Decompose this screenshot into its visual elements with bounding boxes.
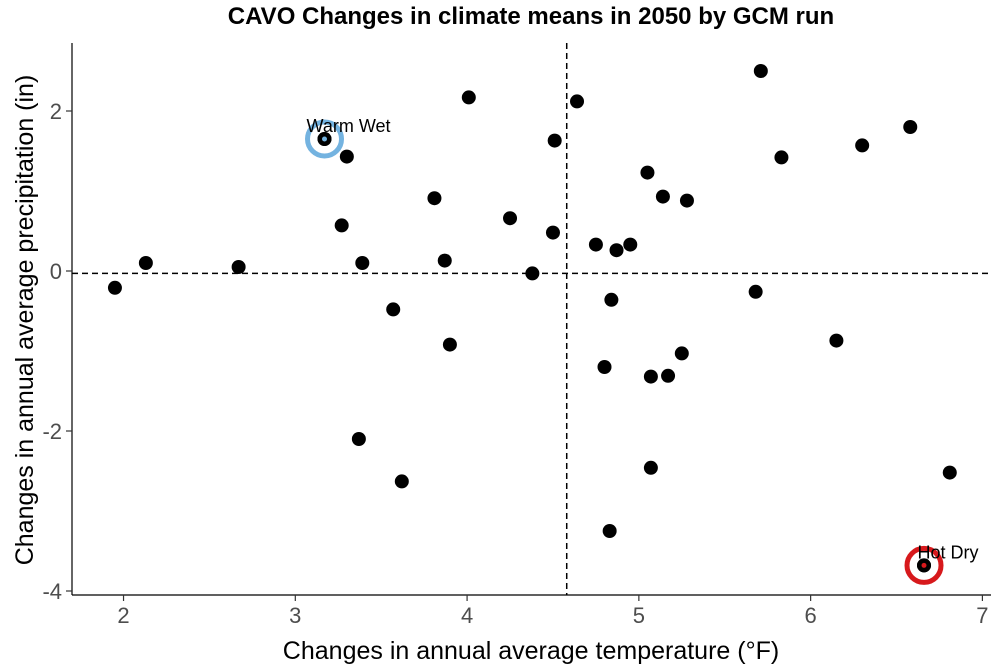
axes: 2 3 4 5 6 7 -4 -2 0 2 [42,43,991,628]
data-point [623,237,638,252]
data-point [334,218,349,233]
data-point [674,346,689,361]
data-point [774,150,789,165]
data-point [829,333,844,348]
highlight-ring [305,119,345,159]
data-point [643,460,658,475]
data-point [661,368,676,383]
y-tick-label: -4 [42,579,62,604]
data-point [753,64,768,78]
data-point [461,90,476,105]
data-points [107,64,957,573]
highlighted-points: Warm Wet Hot Dry [305,116,979,585]
data-point [640,165,655,180]
data-point [855,138,870,153]
data-point [679,193,694,208]
reference-lines [72,43,991,595]
data-point [394,474,409,489]
data-point [942,465,957,480]
data-point [503,211,518,226]
data-point [588,237,603,252]
data-point [231,260,246,274]
x-axis-title: Changes in annual average temperature (°… [283,637,779,665]
x-tick-label: 7 [976,603,988,628]
data-point [602,524,617,538]
x-tick-label: 5 [633,603,645,628]
highlight-label: Hot Dry [917,542,978,562]
data-point [655,189,670,204]
data-point [386,302,401,317]
data-point [107,280,122,295]
highlight-point-center [322,136,328,142]
data-point [442,337,457,352]
data-point [138,256,153,270]
data-point [355,256,370,270]
highlight-label: Warm Wet [307,116,391,136]
y-tick-label: 0 [50,259,62,284]
data-point [643,369,658,384]
x-tick-label: 2 [117,603,129,628]
data-point [547,133,562,148]
x-tick-label: 6 [805,603,817,628]
data-point [339,149,354,164]
data-point [570,94,585,109]
data-point [437,253,452,268]
data-point [903,120,918,134]
data-point [604,292,619,307]
chart-title: CAVO Changes in climate means in 2050 by… [228,3,834,30]
data-point [609,243,624,258]
x-tick-label: 4 [461,603,473,628]
highlight-point-center [921,562,927,568]
data-point [545,225,560,240]
x-tick-label: 3 [289,603,301,628]
y-tick-label: 2 [50,99,62,124]
data-point [351,432,366,446]
data-point [525,266,540,281]
y-tick-label: -2 [42,419,62,444]
data-point [748,284,763,299]
data-point [597,360,612,374]
data-point [427,191,442,206]
highlight-ring [904,545,944,585]
y-axis-title: Changes in annual average precipitation … [11,75,39,566]
